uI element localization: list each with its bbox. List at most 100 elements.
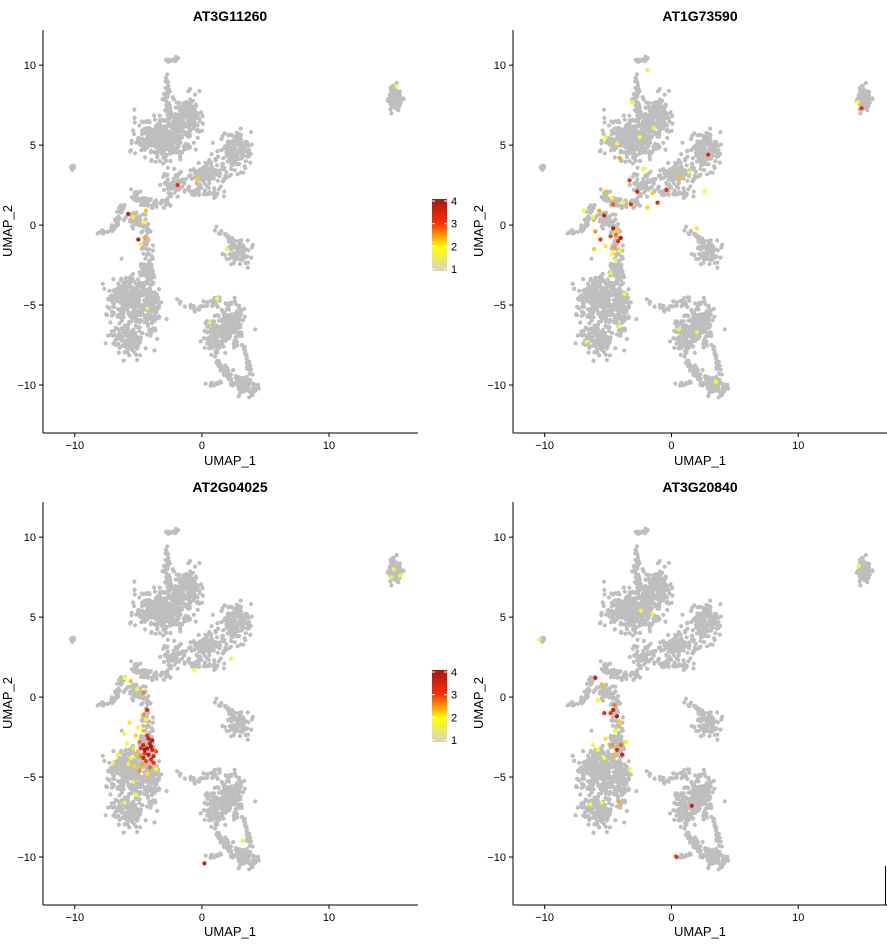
cell-point	[657, 87, 662, 92]
cell-point	[187, 126, 192, 131]
cell-point	[686, 380, 692, 385]
cell-point	[181, 147, 187, 152]
cell-point	[388, 107, 393, 112]
cell-point	[595, 279, 601, 284]
cell-point	[220, 162, 225, 167]
cell-point	[602, 151, 607, 156]
cell-point	[672, 169, 677, 174]
cell-point	[178, 157, 183, 162]
cell-point	[715, 265, 720, 270]
cell-point	[597, 275, 602, 280]
cell-point	[212, 342, 217, 348]
cell-point	[236, 162, 241, 167]
cell-point	[117, 290, 122, 295]
cell-point	[637, 113, 643, 118]
cell-point	[642, 121, 647, 126]
cell-point	[145, 200, 150, 205]
panel-1-y-axis-title: UMAP_2	[0, 205, 15, 257]
panel-1-x-axis-title: UMAP_1	[204, 453, 256, 468]
cell-point	[693, 324, 698, 329]
cell-point	[682, 228, 687, 233]
cell-point	[676, 185, 681, 190]
cell-point	[243, 148, 249, 153]
cell-point	[111, 277, 116, 282]
cell-point	[187, 114, 193, 120]
cell-point	[249, 142, 254, 147]
cell-point	[701, 341, 706, 346]
cell-point	[122, 286, 128, 291]
cell-point	[227, 156, 232, 161]
cell-point	[107, 306, 112, 311]
cell-point	[605, 277, 610, 282]
cell-point	[632, 181, 637, 186]
cell-point	[622, 348, 627, 353]
y-tick-label: 5	[30, 140, 36, 152]
cell-point	[228, 376, 233, 382]
cell-point	[105, 333, 111, 338]
cell-point	[705, 162, 711, 167]
cell-point	[162, 181, 167, 186]
expressing-cell-point	[635, 189, 640, 194]
cell-point	[175, 174, 180, 179]
expressing-cell-point	[855, 99, 860, 105]
cell-point	[636, 59, 641, 64]
cell-point	[668, 304, 674, 309]
cell-point	[199, 177, 204, 182]
cell-point	[576, 306, 582, 311]
cell-point	[217, 174, 222, 179]
panel-2-y-axis-title: UMAP_2	[471, 205, 486, 257]
cell-point	[627, 118, 632, 123]
cell-point	[218, 339, 223, 345]
expressing-cell-point	[126, 211, 131, 216]
cell-point	[630, 161, 636, 166]
cell-point	[125, 350, 130, 355]
cell-point	[256, 386, 261, 391]
cell-point	[229, 312, 234, 317]
cell-point	[726, 386, 731, 391]
cell-point	[246, 154, 251, 159]
cell-point	[192, 306, 197, 311]
cell-point	[128, 148, 133, 153]
cell-point	[590, 205, 596, 210]
cell-point	[128, 219, 133, 224]
expressing-cell-point	[145, 306, 150, 311]
cell-point	[175, 194, 180, 199]
cell-point	[664, 181, 669, 186]
cell-point	[680, 140, 685, 145]
cell-point	[234, 154, 239, 159]
cell-point	[588, 278, 593, 283]
cell-point	[613, 212, 618, 217]
cell-point	[620, 326, 625, 331]
cell-point	[201, 299, 206, 304]
cell-point	[622, 117, 627, 122]
cell-point	[587, 321, 592, 326]
cell-point	[121, 358, 126, 363]
legend-tick-label: 3	[451, 219, 457, 231]
cell-point	[232, 244, 237, 249]
cell-point	[665, 135, 670, 140]
cell-point	[140, 280, 145, 286]
cell-point	[685, 178, 690, 183]
cell-point	[681, 319, 686, 324]
cell-point	[147, 328, 152, 333]
cell-point	[231, 162, 236, 167]
cell-point	[121, 310, 126, 315]
cell-point	[605, 343, 610, 349]
cell-point	[245, 238, 250, 243]
cell-point	[168, 186, 174, 192]
cell-point	[247, 148, 252, 153]
cell-point	[580, 224, 585, 229]
cell-point	[655, 187, 661, 192]
cell-point	[573, 341, 578, 346]
cell-point	[238, 322, 243, 327]
cell-point	[676, 346, 681, 351]
cell-point	[222, 144, 227, 149]
cell-point	[397, 101, 402, 106]
cell-point	[203, 321, 208, 326]
cell-point	[132, 151, 138, 156]
cell-point	[173, 58, 178, 63]
cell-point	[245, 265, 250, 270]
cell-point	[225, 370, 230, 376]
expressing-cell-point	[194, 176, 199, 181]
cell-point	[648, 179, 653, 184]
